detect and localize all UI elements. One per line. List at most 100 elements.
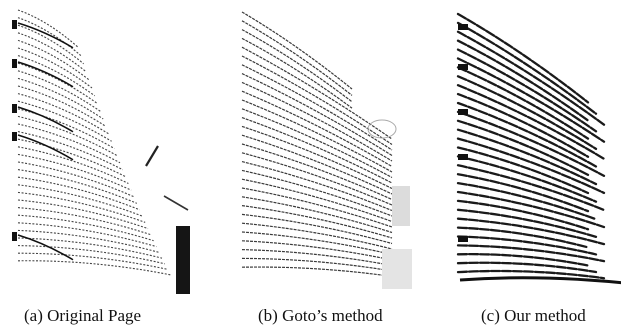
section-marker xyxy=(458,154,468,160)
text-line xyxy=(241,161,393,212)
bottom-line xyxy=(459,276,621,285)
section-marker xyxy=(12,132,17,141)
text-line xyxy=(241,125,393,190)
text-line xyxy=(456,66,590,140)
text-line xyxy=(456,155,598,203)
text-line xyxy=(241,178,393,223)
text-line xyxy=(241,257,393,272)
text-line xyxy=(456,110,606,177)
text-line xyxy=(241,249,393,267)
text-line xyxy=(241,55,393,145)
text-line xyxy=(456,261,598,274)
text-line xyxy=(456,164,606,212)
noise-region xyxy=(382,249,412,289)
text-line xyxy=(456,128,598,186)
text-line xyxy=(456,235,598,256)
text-line xyxy=(17,93,110,135)
heading-line xyxy=(17,234,74,261)
text-line xyxy=(17,24,84,65)
text-line xyxy=(241,64,393,151)
gotos-method-image xyxy=(232,4,417,296)
page-edge-shadow xyxy=(176,226,190,294)
text-line xyxy=(241,205,393,239)
text-line xyxy=(17,62,98,105)
text-line xyxy=(241,231,393,256)
text-line xyxy=(456,30,606,126)
section-marker xyxy=(12,232,17,241)
text-line xyxy=(456,190,606,229)
text-line xyxy=(456,48,598,133)
section-marker xyxy=(458,109,468,115)
text-line xyxy=(241,99,393,173)
ink-mark xyxy=(163,195,189,211)
heading-line xyxy=(17,106,74,133)
text-line xyxy=(17,260,171,276)
text-line xyxy=(456,57,606,143)
text-line xyxy=(17,184,143,217)
text-line xyxy=(17,47,93,89)
text-line xyxy=(241,81,393,162)
text-line xyxy=(456,217,606,246)
text-line xyxy=(17,222,157,248)
text-line xyxy=(241,108,393,179)
text-line xyxy=(17,229,160,253)
text-line xyxy=(456,269,606,280)
text-line xyxy=(17,70,101,112)
caption-our-method: (c) Our method xyxy=(481,306,586,325)
text-line xyxy=(241,37,353,109)
text-line xyxy=(17,169,138,204)
text-line xyxy=(241,117,393,184)
text-line xyxy=(241,240,393,261)
text-line xyxy=(17,245,165,265)
noise-blob xyxy=(367,119,397,139)
text-line xyxy=(456,199,590,231)
text-line xyxy=(17,191,146,223)
text-line xyxy=(17,55,96,97)
text-line xyxy=(17,115,118,157)
text-line xyxy=(241,73,393,157)
text-line xyxy=(241,11,353,90)
caption-original-page: (a) Original Page xyxy=(24,306,142,325)
text-line xyxy=(456,208,598,238)
text-line xyxy=(17,32,87,73)
noise-region xyxy=(392,186,410,226)
text-line xyxy=(456,181,598,221)
text-line xyxy=(17,131,124,171)
text-line xyxy=(456,146,590,195)
heading-line xyxy=(17,22,74,49)
text-line xyxy=(241,213,393,245)
text-line xyxy=(241,20,353,96)
text-line xyxy=(456,39,590,122)
section-marker xyxy=(12,104,17,113)
text-line xyxy=(17,153,132,191)
text-line xyxy=(17,108,115,149)
text-line xyxy=(17,39,90,81)
text-line xyxy=(456,119,590,177)
original-page-image xyxy=(6,4,191,296)
text-line xyxy=(17,146,129,184)
ink-mark xyxy=(145,145,159,167)
heading-line xyxy=(17,134,74,161)
section-marker xyxy=(12,20,17,29)
text-line xyxy=(17,123,121,164)
heading-line xyxy=(17,61,74,88)
text-line xyxy=(456,226,590,249)
text-line xyxy=(241,169,393,217)
section-marker xyxy=(12,59,17,68)
text-line xyxy=(17,214,154,242)
text-line xyxy=(456,84,606,160)
text-line xyxy=(456,137,606,195)
caption-gotos-method: (b) Goto’s method xyxy=(258,306,383,325)
section-marker xyxy=(458,236,468,242)
text-line xyxy=(241,46,393,140)
section-marker xyxy=(458,24,468,30)
text-line xyxy=(241,143,393,201)
text-line xyxy=(17,176,140,211)
text-line xyxy=(17,85,107,127)
text-line xyxy=(241,134,393,195)
text-line xyxy=(17,77,104,120)
text-line xyxy=(241,187,393,228)
text-line xyxy=(456,12,590,104)
text-line xyxy=(456,253,590,267)
text-line xyxy=(17,161,135,198)
